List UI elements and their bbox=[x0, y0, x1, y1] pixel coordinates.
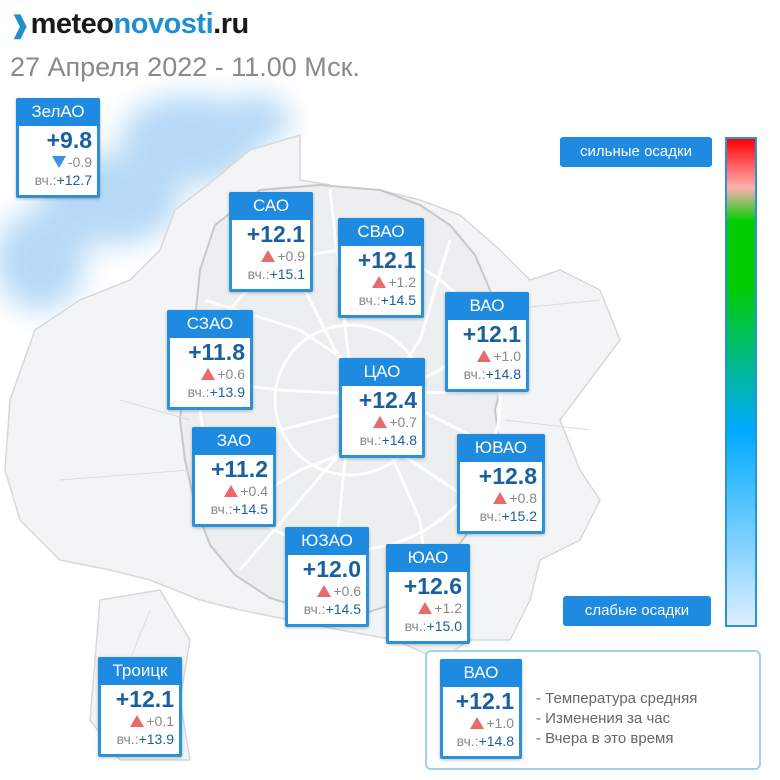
district-change-row: +0.7 bbox=[342, 413, 422, 431]
district-name: Троицк bbox=[98, 657, 182, 685]
legend-sample-card: ВАО +12.1 +1.0 вч.:+14.8 bbox=[440, 659, 522, 759]
district-change-row: +1.0 bbox=[448, 347, 526, 365]
rise-triangle-icon bbox=[317, 585, 332, 597]
district-temp: +12.1 bbox=[246, 221, 305, 247]
legend-line-hourly-change: - Изменения за час bbox=[536, 710, 671, 727]
district-yesterday-row: вч.:+15.1 bbox=[247, 266, 305, 282]
logo-chevron-icon: ❱ bbox=[10, 12, 30, 39]
district-change-row: +0.6 bbox=[288, 582, 366, 600]
district-yesterday-row: вч.:+14.5 bbox=[210, 501, 268, 517]
district-change-row: +0.1 bbox=[101, 712, 179, 730]
district-card[interactable]: СЗАО +11.8 +0.6 вч.:+13.9 bbox=[167, 310, 253, 410]
district-temp: +11.2 bbox=[211, 456, 268, 482]
district-change-row: -0.9 bbox=[19, 153, 97, 171]
district-name: ЮЗАО bbox=[285, 527, 369, 555]
district-name: ЦАО bbox=[339, 358, 425, 386]
district-yesterday-row: вч.:+14.8 bbox=[463, 366, 521, 382]
scale-label-heavy: сильные осадки bbox=[560, 137, 712, 167]
district-card[interactable]: САО +12.1 +0.9 вч.:+15.1 bbox=[229, 192, 313, 292]
rise-triangle-icon bbox=[201, 368, 216, 380]
legend-sample-name: ВАО bbox=[440, 659, 522, 687]
district-card[interactable]: ЗАО +11.2 +0.4 вч.:+14.5 bbox=[192, 427, 276, 527]
legend-line-average: - Температура средняя bbox=[536, 690, 698, 707]
district-temp: +12.0 bbox=[302, 556, 361, 582]
rise-triangle-icon bbox=[130, 715, 145, 727]
district-yesterday-row: вч.:+13.9 bbox=[187, 384, 245, 400]
rise-triangle-icon bbox=[477, 350, 492, 362]
district-card[interactable]: ЮАО +12.6 +1.2 вч.:+15.0 bbox=[386, 544, 470, 644]
district-name: ЮВАО bbox=[457, 434, 545, 462]
legend-sample-yesterday-row: вч.:+14.8 bbox=[456, 733, 514, 749]
rise-triangle-icon bbox=[224, 485, 239, 497]
district-name: ВАО bbox=[445, 292, 529, 320]
district-name: СЗАО bbox=[167, 310, 253, 338]
legend-text: - Температура средняя - Изменения за час… bbox=[536, 689, 697, 749]
district-temp: +12.8 bbox=[478, 463, 537, 489]
district-yesterday-row: вч.:+14.5 bbox=[358, 292, 416, 308]
legend-sample-change-row: +1.0 bbox=[443, 714, 519, 732]
district-name: ЮАО bbox=[386, 544, 470, 572]
district-name: ЗАО bbox=[192, 427, 276, 455]
site-logo[interactable]: ❱meteonovosti.ru bbox=[10, 8, 249, 40]
district-change-row: +1.2 bbox=[341, 273, 421, 291]
district-name: СВАО bbox=[338, 218, 424, 246]
district-yesterday-row: вч.:+12.7 bbox=[34, 172, 92, 188]
district-card[interactable]: Троицк +12.1 +0.1 вч.:+13.9 bbox=[98, 657, 182, 757]
district-temp: +9.8 bbox=[46, 127, 92, 153]
rise-triangle-icon bbox=[261, 250, 276, 262]
district-card[interactable]: ЗелАО +9.8 -0.9 вч.:+12.7 bbox=[16, 98, 100, 198]
district-temp: +12.1 bbox=[115, 686, 174, 712]
rise-triangle-icon bbox=[373, 416, 388, 428]
district-temp: +11.8 bbox=[188, 339, 245, 365]
rise-triangle-icon bbox=[493, 492, 508, 504]
legend-sample-temp: +12.1 bbox=[455, 688, 514, 714]
district-temp: +12.1 bbox=[462, 321, 521, 347]
datetime-subtitle: 27 Апреля 2022 - 11.00 Мск. bbox=[10, 52, 360, 82]
district-yesterday-row: вч.:+14.5 bbox=[303, 601, 361, 617]
district-yesterday-row: вч.:+15.0 bbox=[404, 618, 462, 634]
district-change-row: +0.9 bbox=[232, 247, 310, 265]
district-change-row: +0.6 bbox=[170, 365, 250, 383]
scale-label-light: слабые осадки bbox=[563, 596, 711, 626]
district-temp: +12.1 bbox=[357, 247, 416, 273]
rise-triangle-icon bbox=[418, 602, 433, 614]
rise-triangle-icon bbox=[372, 276, 387, 288]
district-yesterday-row: вч.:+15.2 bbox=[479, 508, 537, 524]
district-card[interactable]: ВАО +12.1 +1.0 вч.:+14.8 bbox=[445, 292, 529, 392]
district-change-row: +0.4 bbox=[195, 482, 273, 500]
district-temp: +12.6 bbox=[403, 573, 462, 599]
district-name: ЗелАО bbox=[16, 98, 100, 126]
district-card[interactable]: ЦАО +12.4 +0.7 вч.:+14.8 bbox=[339, 358, 425, 458]
precipitation-scale-bar bbox=[725, 137, 757, 627]
district-change-row: +0.8 bbox=[460, 489, 542, 507]
district-card[interactable]: СВАО +12.1 +1.2 вч.:+14.5 bbox=[338, 218, 424, 318]
district-yesterday-row: вч.:+14.8 bbox=[359, 432, 417, 448]
district-temp: +12.4 bbox=[358, 387, 417, 413]
rise-triangle-icon bbox=[470, 717, 485, 729]
district-yesterday-row: вч.:+13.9 bbox=[116, 731, 174, 747]
district-card[interactable]: ЮВАО +12.8 +0.8 вч.:+15.2 bbox=[457, 434, 545, 534]
district-card[interactable]: ЮЗАО +12.0 +0.6 вч.:+14.5 bbox=[285, 527, 369, 627]
district-change-row: +1.2 bbox=[389, 599, 467, 617]
district-name: САО bbox=[229, 192, 313, 220]
legend-line-yesterday: - Вчера в это время bbox=[536, 730, 674, 747]
fall-triangle-icon bbox=[51, 156, 66, 168]
